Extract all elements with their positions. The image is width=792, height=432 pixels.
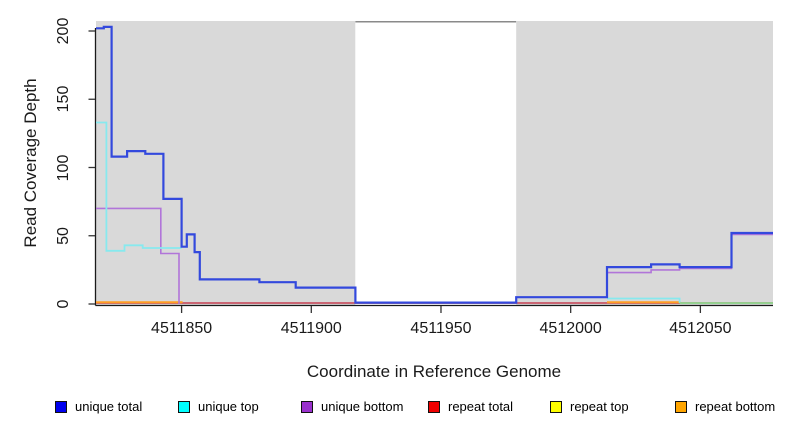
legend-swatch-icon (301, 401, 313, 413)
legend-label: repeat total (448, 399, 514, 414)
background-region-covered (516, 21, 773, 305)
legend-swatch-icon (178, 401, 190, 413)
background-region-gap (355, 21, 517, 305)
legend-label: unique top (198, 399, 259, 414)
x-tick-label: 4512000 (539, 320, 602, 337)
legend-swatch-icon (428, 401, 440, 413)
series-unique-bottom-line (96, 207, 180, 304)
legend-swatch-icon (55, 401, 67, 413)
y-tick-label: 100 (55, 154, 72, 181)
x-tick-label: 4511900 (280, 320, 342, 337)
x-tick-label: 4511850 (151, 320, 213, 337)
legend-swatch-icon (675, 401, 687, 413)
legend-label: repeat bottom (695, 399, 776, 414)
y-tick-label: 150 (55, 85, 72, 113)
legend-label: repeat top (570, 399, 629, 414)
series-unique-total-line (96, 25, 773, 304)
y-tick-label: 200 (55, 17, 72, 45)
x-tick-label: 4512050 (669, 320, 732, 337)
background-region-covered (96, 21, 356, 305)
series-repeat-bottom-line (607, 301, 681, 304)
legend-swatch-icon (550, 401, 562, 413)
series-repeat-bottom-line (96, 301, 183, 304)
y-tick-label: 0 (55, 299, 72, 309)
x-tick-label: 4511950 (410, 320, 472, 337)
x-axis-title: Coordinate in Reference Genome (306, 362, 562, 381)
series-unique-top-line (607, 297, 681, 303)
y-tick-label: 50 (55, 226, 72, 245)
y-axis-title: Read Coverage Depth (21, 78, 40, 248)
legend-label: unique total (75, 399, 143, 414)
legend-label: unique bottom (321, 399, 404, 414)
series-unique-top-line (96, 121, 182, 252)
